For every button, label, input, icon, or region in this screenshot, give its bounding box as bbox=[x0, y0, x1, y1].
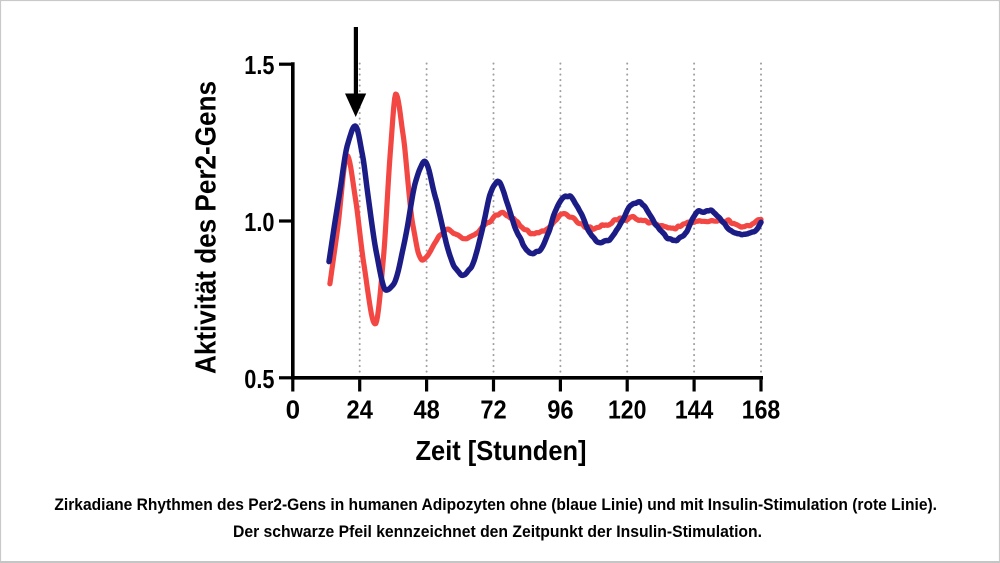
svg-text:168: 168 bbox=[742, 395, 781, 425]
svg-text:Zeit [Stunden]: Zeit [Stunden] bbox=[416, 435, 587, 466]
svg-text:144: 144 bbox=[675, 395, 714, 425]
svg-text:1.0: 1.0 bbox=[244, 207, 274, 237]
svg-text:0: 0 bbox=[286, 395, 300, 425]
svg-text:48: 48 bbox=[413, 395, 439, 425]
svg-text:120: 120 bbox=[608, 395, 647, 425]
svg-text:Der schwarze Pfeil kennzeichne: Der schwarze Pfeil kennzeichnet den Zeit… bbox=[233, 523, 762, 541]
svg-text:Aktivität des Per2-Gens: Aktivität des Per2-Gens bbox=[191, 81, 223, 374]
svg-text:1.5: 1.5 bbox=[244, 50, 274, 80]
svg-text:0.5: 0.5 bbox=[244, 364, 274, 394]
svg-text:Zirkadiane Rhythmen des Per2-G: Zirkadiane Rhythmen des Per2-Gens in hum… bbox=[54, 496, 937, 514]
svg-text:72: 72 bbox=[480, 395, 506, 425]
svg-text:24: 24 bbox=[347, 395, 374, 425]
svg-text:96: 96 bbox=[547, 395, 573, 425]
